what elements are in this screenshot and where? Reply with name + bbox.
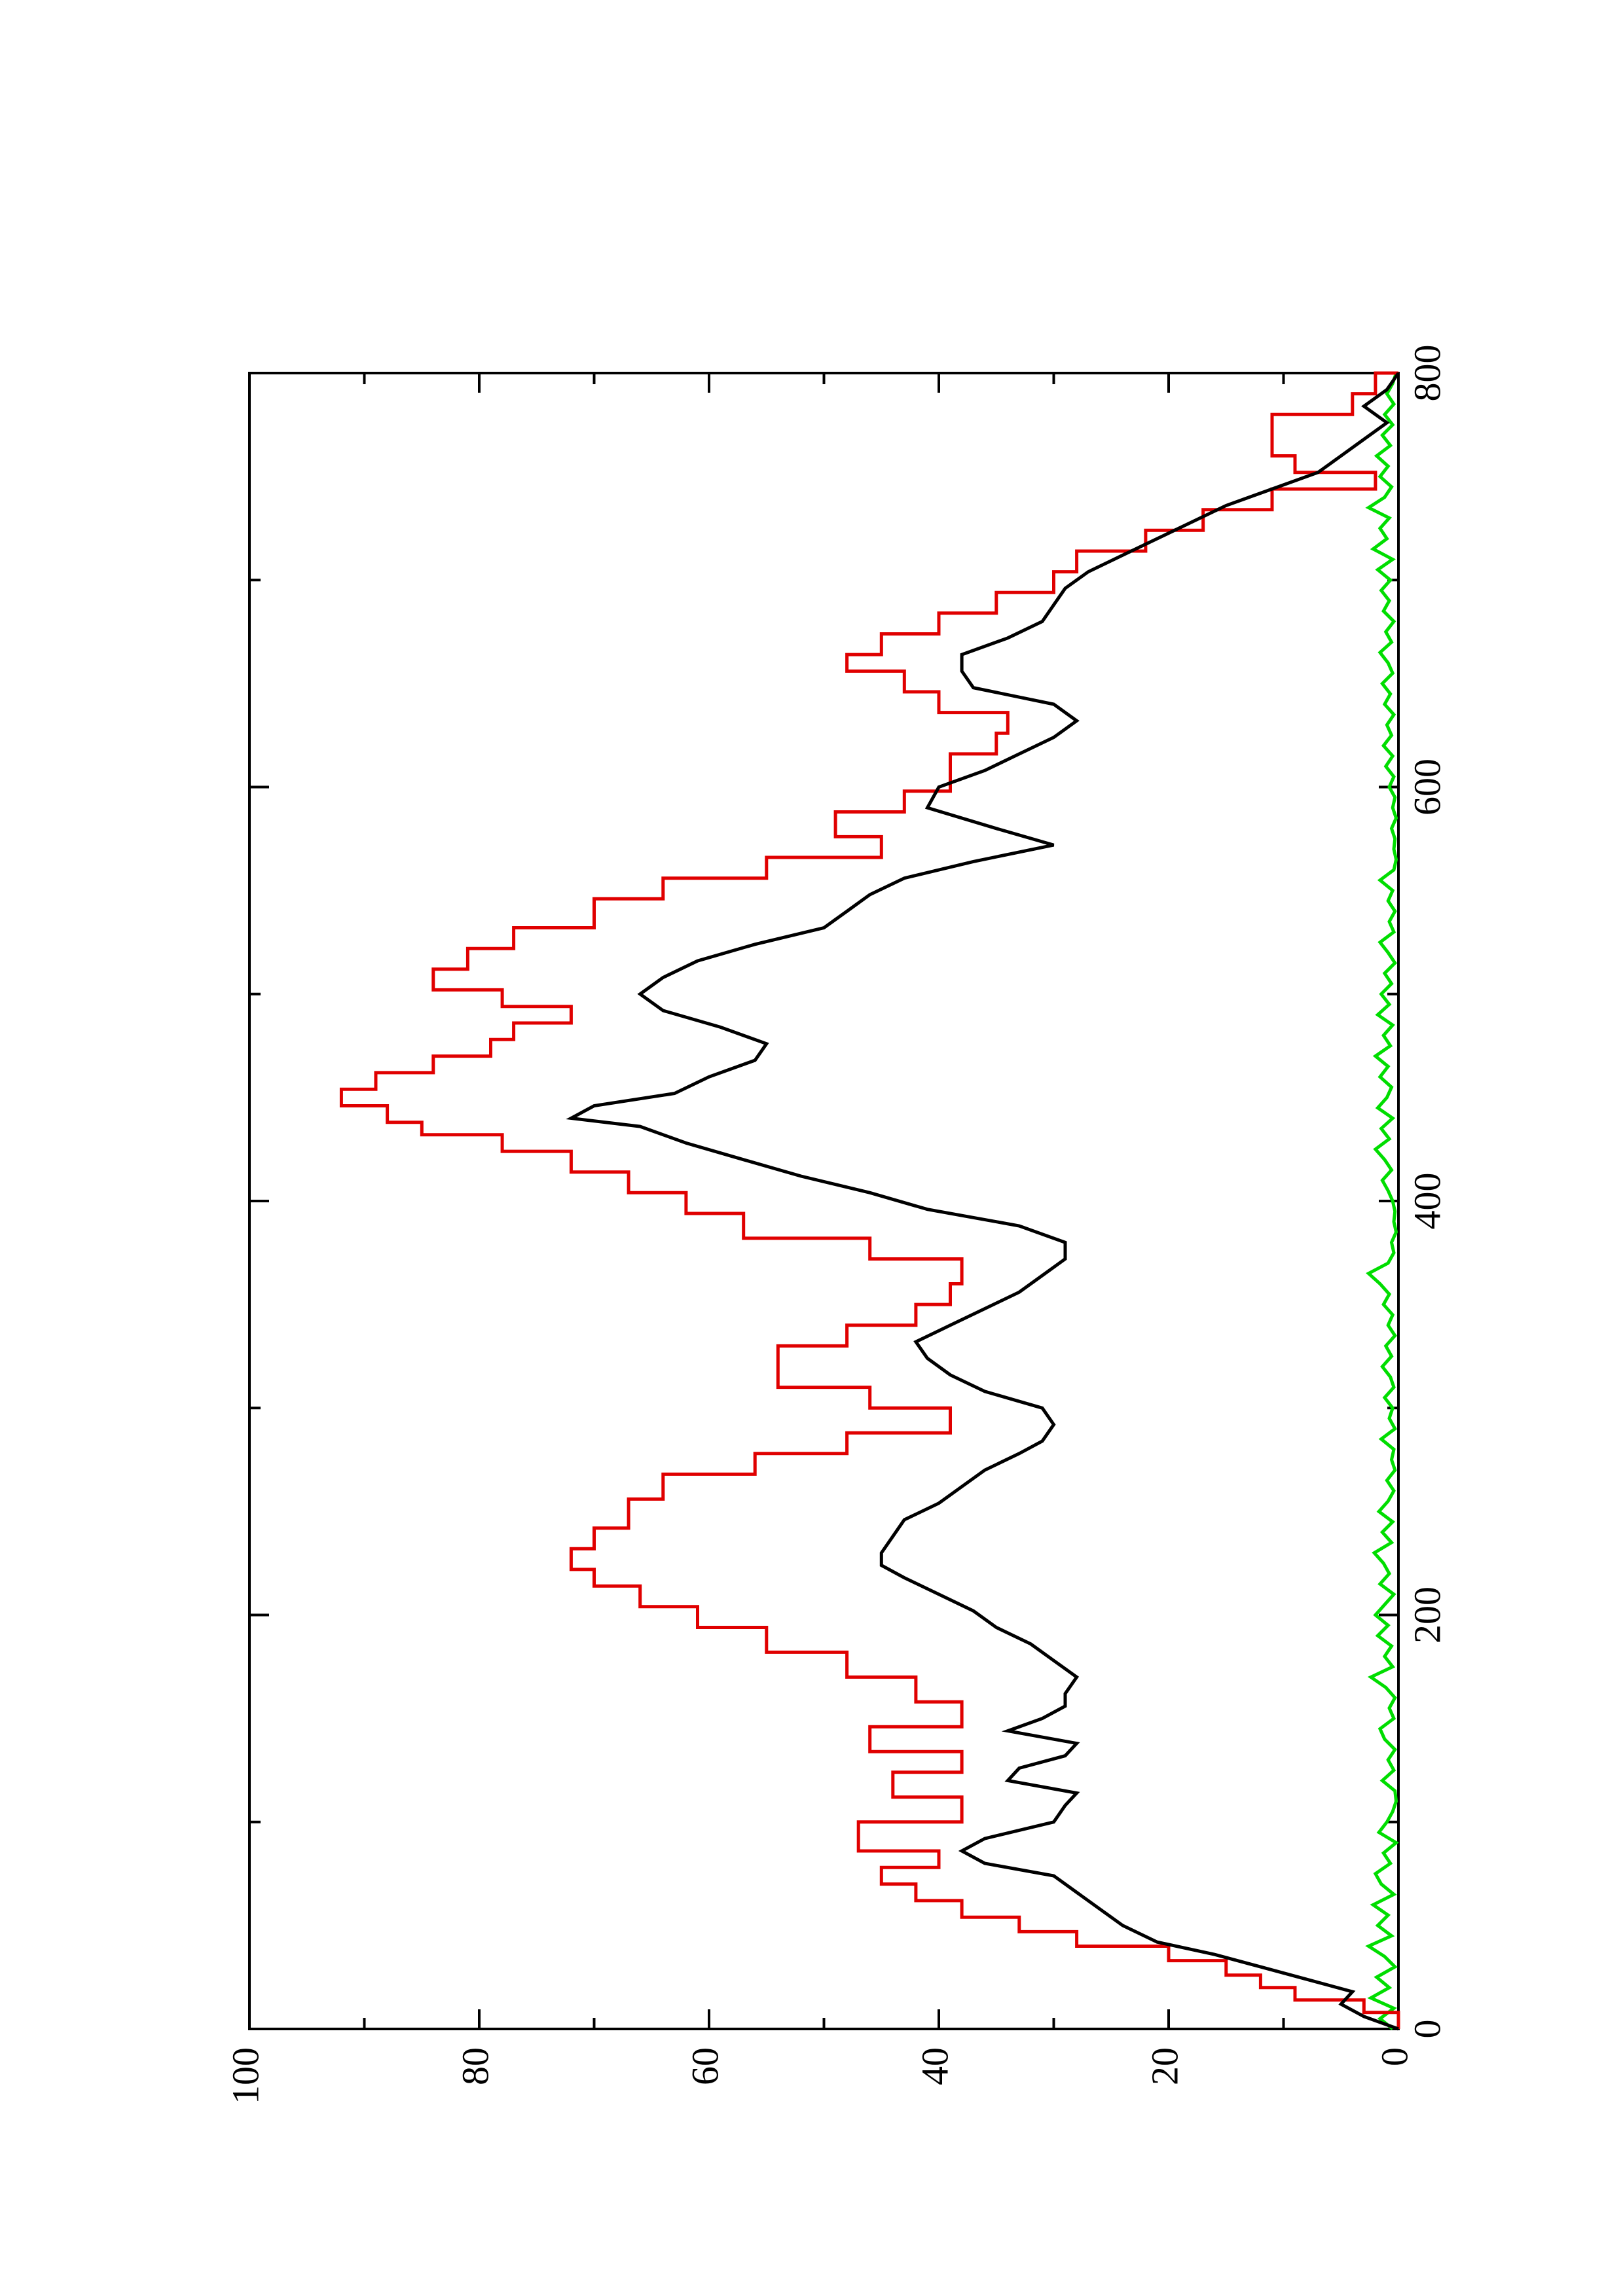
- red-series-line: [339, 371, 1400, 2029]
- series-lines: [339, 371, 1400, 2031]
- x-tick-label: 400: [1406, 1173, 1448, 1230]
- plot-frame: [248, 372, 1400, 2030]
- green-series-line: [1365, 372, 1399, 2030]
- black-series-line: [566, 372, 1400, 2031]
- y-tick-label: 20: [1143, 2047, 1186, 2085]
- axis-ticks: [248, 372, 1400, 2030]
- x-tick-label: 600: [1406, 759, 1448, 816]
- tick-labels: 0 200 400 600 800 0 20 40 60 80 100: [224, 345, 1448, 2105]
- y-tick-label: 100: [224, 2047, 266, 2104]
- y-tick-label: 0: [1373, 2047, 1415, 2066]
- y-tick-label: 80: [454, 2047, 496, 2085]
- x-tick-label: 800: [1406, 345, 1448, 402]
- x-tick-label: 200: [1406, 1587, 1448, 1643]
- x-tick-label: 0: [1406, 2020, 1448, 2039]
- y-tick-label: 60: [684, 2047, 726, 2085]
- y-tick-label: 40: [913, 2047, 956, 2085]
